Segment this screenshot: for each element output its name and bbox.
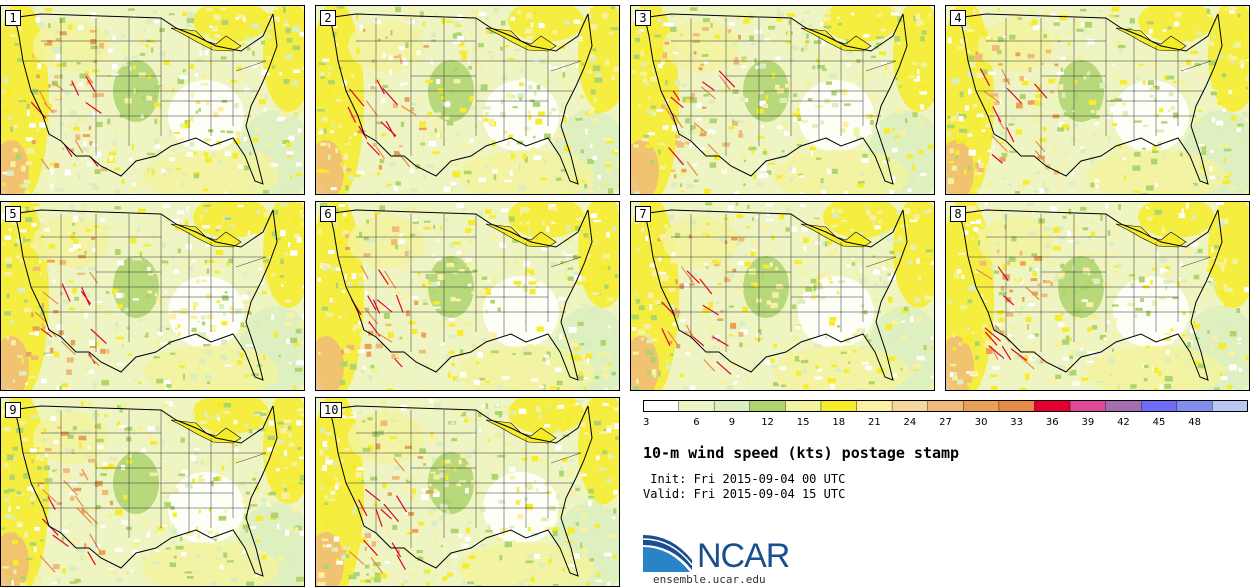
stamp-number-label: 1	[5, 10, 21, 26]
postage-stamp-map: 3	[630, 5, 935, 195]
postage-stamp-map: 1	[0, 5, 305, 195]
colorbar-tick-label: 30	[975, 417, 988, 428]
colorbar-tick-label: 48	[1188, 417, 1201, 428]
stamp-number-label: 9	[5, 402, 21, 418]
postage-stamp-map: 4	[945, 5, 1250, 195]
colorbar-tick-label: 24	[904, 417, 917, 428]
postage-stamp-map: 8	[945, 201, 1250, 391]
colorbar-segment	[1176, 400, 1213, 411]
colorbar-segment	[963, 400, 999, 411]
colorbar-tick-label: 18	[832, 417, 845, 428]
stamp-number-label: 5	[5, 206, 21, 222]
colorbar-segment	[1141, 400, 1177, 411]
colorbar-tick-label: 27	[939, 417, 952, 428]
valid-time: Valid: Fri 2015-09-04 15 UTC	[643, 487, 846, 501]
colorbar-segment	[892, 400, 928, 411]
logo-url: ensemble.ucar.edu	[653, 573, 766, 586]
colorbar-tick-label: 33	[1010, 417, 1023, 428]
postage-stamp-map: 10	[315, 397, 620, 587]
colorbar-segment	[1105, 400, 1142, 411]
postage-stamp-map: 5	[0, 201, 305, 391]
colorbar-tick-label: 39	[1081, 417, 1094, 428]
stamp-number-label: 6	[320, 206, 336, 222]
colorbar-segment	[1212, 400, 1248, 411]
colorbar-segment	[820, 400, 857, 411]
init-time: Init: Fri 2015-09-04 00 UTC	[643, 472, 846, 486]
postage-stamp-map: 6	[315, 201, 620, 391]
colorbar-segment	[678, 400, 715, 411]
stamp-number-label: 2	[320, 10, 336, 26]
stamp-number-label: 7	[635, 206, 651, 222]
colorbar-tick-label: 21	[868, 417, 881, 428]
colorbar-tick-label: 6	[693, 417, 699, 428]
colorbar-tick-label: 36	[1046, 417, 1059, 428]
colorbar-segment	[1034, 400, 1071, 411]
colorbar-segment	[927, 400, 964, 411]
stamp-number-label: 4	[950, 10, 966, 26]
colorbar-tick-label: 9	[729, 417, 735, 428]
colorbar-segment	[1070, 400, 1106, 411]
ncar-logo-icon	[642, 535, 693, 572]
stamp-number-label: 10	[320, 402, 343, 418]
postage-stamp-map: 2	[315, 5, 620, 195]
postage-stamp-map: 9	[0, 397, 305, 587]
colorbar-tick-label: 42	[1117, 417, 1130, 428]
chart-title: 10-m wind speed (kts) postage stamp	[643, 444, 960, 462]
colorbar-segment	[714, 400, 750, 411]
colorbar-segment	[856, 400, 893, 411]
logo-wordmark: NCAR	[697, 537, 790, 575]
colorbar-segment	[785, 400, 821, 411]
colorbar-tick-label: 15	[797, 417, 810, 428]
colorbar-tick-label: 3	[643, 417, 649, 428]
colorbar-tick-label: 45	[1153, 417, 1166, 428]
stamp-number-label: 8	[950, 206, 966, 222]
colorbar-segment	[749, 400, 786, 411]
colorbar-segment	[643, 400, 679, 411]
colorbar: 3 6 9 12 15 18 21 24 27 30 33 36 39 42 45 48	[643, 400, 1248, 428]
colorbar-segment	[998, 400, 1035, 411]
stamp-number-label: 3	[635, 10, 651, 26]
colorbar-tick-label: 12	[761, 417, 774, 428]
postage-stamp-map: 7	[630, 201, 935, 391]
